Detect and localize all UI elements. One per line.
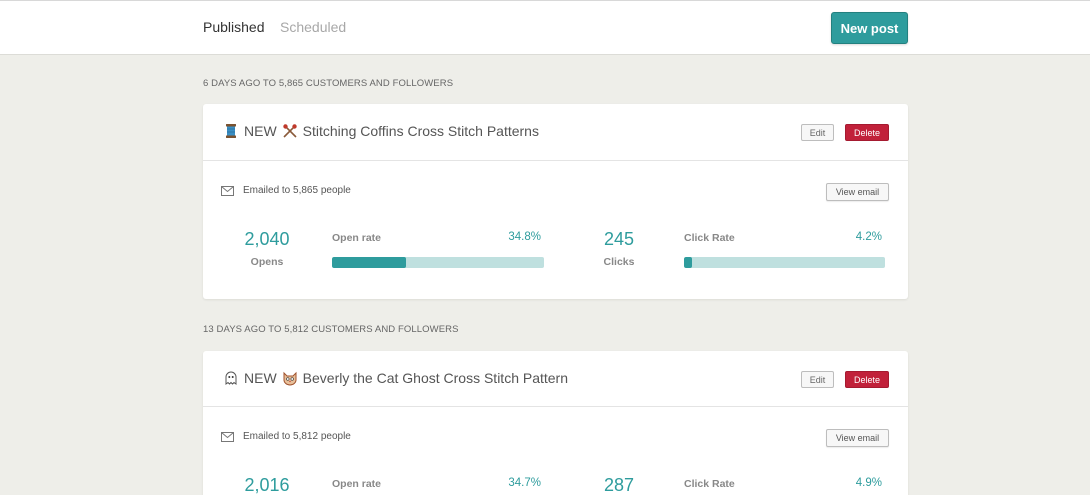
title-prefix: NEW xyxy=(244,370,277,386)
click-rate-value: 4.9% xyxy=(855,477,882,489)
ghost-icon xyxy=(225,371,237,385)
tab-scheduled[interactable]: Scheduled xyxy=(280,19,347,35)
emailed-text: Emailed to 5,812 people xyxy=(243,431,351,442)
click-rate-bar-fill xyxy=(684,257,693,268)
click-rate-label: Click Rate xyxy=(684,232,735,244)
tab-published[interactable]: Published xyxy=(203,19,265,35)
clicks-value: 287 xyxy=(603,475,635,495)
post-card-header: NEW Stitching Coffins Cross Stitch Patte… xyxy=(203,104,908,161)
opens-value: 2,016 xyxy=(244,475,290,495)
post-section-label: 13 DAYS AGO TO 5,812 CUSTOMERS AND FOLLO… xyxy=(203,324,459,335)
click-rate-bar xyxy=(684,257,885,268)
post-title: NEW Beverly the Cat Ghost Cross Stitch P… xyxy=(223,370,568,386)
opens-value: 2,040 xyxy=(244,229,290,249)
open-rate-label: Open rate xyxy=(332,232,382,244)
opens-label: Opens xyxy=(250,256,284,268)
clicks-label: Clicks xyxy=(603,256,635,268)
open-rate-bar-fill xyxy=(332,257,406,268)
post-card: NEW Stitching Coffins Cross Stitch Patte… xyxy=(203,104,908,299)
delete-button[interactable]: Delete xyxy=(845,124,889,141)
top-bar: Published Scheduled New post xyxy=(0,0,1090,55)
open-rate-value: 34.8% xyxy=(508,231,541,243)
post-card: NEW Beverly the Cat Ghost Cross Stitch P… xyxy=(203,351,908,495)
title-prefix: NEW xyxy=(244,123,277,139)
spool-of-thread-icon xyxy=(226,124,236,138)
new-post-button[interactable]: New post xyxy=(831,12,908,44)
open-rate-value: 34.7% xyxy=(508,477,541,489)
click-rate-label: Click Rate xyxy=(684,478,735,490)
emailed-text: Emailed to 5,865 people xyxy=(243,185,351,196)
cat-face-icon xyxy=(283,371,297,386)
post-stats: Emailed to 5,812 people View email 2,016… xyxy=(203,407,908,495)
delete-button[interactable]: Delete xyxy=(845,371,889,388)
clicks-value: 245 xyxy=(603,229,635,249)
envelope-icon xyxy=(221,431,234,442)
emailed-info: Emailed to 5,812 people xyxy=(221,431,351,442)
post-card-header: NEW Beverly the Cat Ghost Cross Stitch P… xyxy=(203,351,908,407)
envelope-icon xyxy=(221,185,234,196)
post-stats: Emailed to 5,865 people View email 2,040… xyxy=(203,161,908,299)
title-text: Beverly the Cat Ghost Cross Stitch Patte… xyxy=(302,370,569,386)
open-rate-bar xyxy=(332,257,544,268)
emailed-info: Emailed to 5,865 people xyxy=(221,185,351,196)
open-rate-label: Open rate xyxy=(332,478,382,490)
title-text: Stitching Coffins Cross Stitch Patterns xyxy=(302,123,539,139)
view-email-button[interactable]: View email xyxy=(826,183,889,201)
post-title: NEW Stitching Coffins Cross Stitch Patte… xyxy=(223,123,539,139)
crossed-needles-icon xyxy=(282,124,297,138)
click-rate-value: 4.2% xyxy=(855,231,882,243)
post-section-label: 6 DAYS AGO TO 5,865 CUSTOMERS AND FOLLOW… xyxy=(203,78,454,89)
edit-button[interactable]: Edit xyxy=(801,371,834,388)
edit-button[interactable]: Edit xyxy=(801,124,834,141)
view-email-button[interactable]: View email xyxy=(826,429,889,447)
